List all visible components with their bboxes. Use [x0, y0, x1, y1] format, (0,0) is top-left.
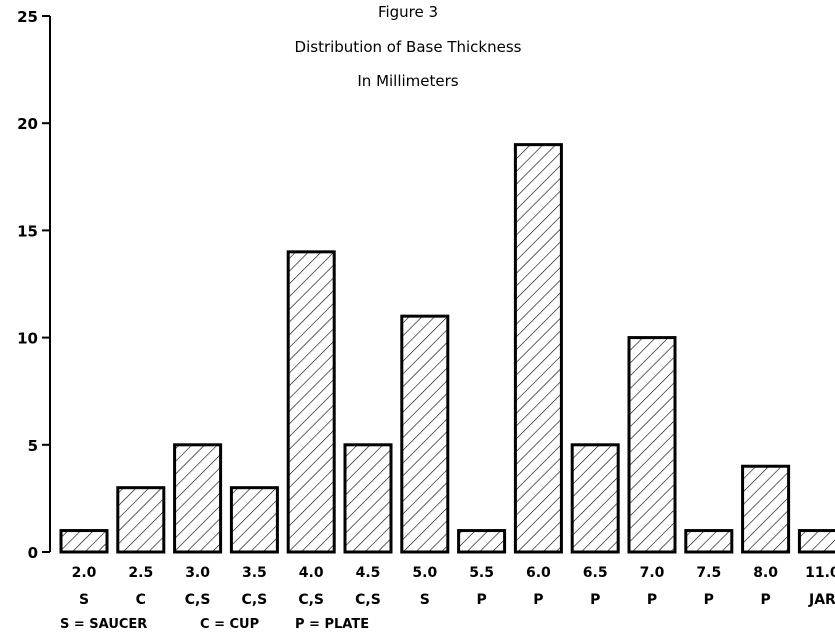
x-category-label: 7.5 — [696, 565, 721, 581]
chart-title-line-1: Figure 3 — [378, 3, 438, 21]
x-category-type-label: C,S — [355, 592, 381, 608]
x-category-type-label: P — [760, 592, 770, 608]
x-category-label: 2.5 — [128, 565, 153, 581]
bar — [286, 250, 336, 554]
x-category-label: 6.5 — [583, 565, 608, 581]
x-category-type-label: P — [533, 592, 543, 608]
x-category-type-label: S — [79, 592, 89, 608]
y-tick-label: 15 — [17, 222, 38, 240]
x-category-type-label: C,S — [185, 592, 211, 608]
bar — [400, 314, 450, 554]
x-category-type-label: P — [704, 592, 714, 608]
x-category-type-label: P — [590, 592, 600, 608]
x-category-type-label: P — [476, 592, 486, 608]
x-category-type-label: JAR — [808, 592, 835, 608]
y-tick-label: 25 — [17, 8, 38, 26]
x-category-label: 6.0 — [526, 565, 551, 581]
bar — [59, 529, 109, 554]
bar — [741, 464, 791, 554]
chart-title-line-3: In Millimeters — [357, 72, 458, 90]
bar — [684, 529, 734, 554]
bar — [570, 443, 620, 554]
y-tick-label: 0 — [28, 544, 38, 562]
x-category-type-label: C,S — [242, 592, 268, 608]
chart-title: Figure 3 Distribution of Base Thickness … — [295, 3, 522, 90]
x-category-label: 4.5 — [356, 565, 381, 581]
bar — [797, 529, 835, 554]
y-axis-ticks: 0 5 10 15 20 25 — [17, 8, 50, 562]
x-category-label: 7.0 — [640, 565, 665, 581]
x-axis-labels: 2.0 S 2.5 C 3.0 C,S 3.5 C,S 4.0 C,S 4.5 C,S 5.0 S 5.5 P… — [72, 565, 835, 608]
x-category-label: 3.0 — [185, 565, 210, 581]
legend-plate: P = PLATE — [295, 617, 369, 632]
bar — [173, 443, 223, 554]
y-tick-label: 5 — [28, 437, 38, 455]
y-tick-label: 10 — [17, 330, 38, 348]
bar — [627, 336, 677, 554]
legend: S = SAUCER C = CUP P = PLATE — [60, 617, 369, 632]
x-category-label: 8.0 — [753, 565, 778, 581]
x-category-label: 11.0 — [805, 565, 835, 581]
x-category-type-label: C,S — [298, 592, 324, 608]
x-category-label: 5.0 — [412, 565, 437, 581]
chart-title-line-2: Distribution of Base Thickness — [295, 38, 522, 56]
bars — [59, 143, 835, 554]
x-category-label: 5.5 — [469, 565, 494, 581]
y-tick-label: 20 — [17, 115, 38, 133]
bar — [116, 486, 166, 554]
bar — [457, 529, 507, 554]
x-category-label: 3.5 — [242, 565, 267, 581]
x-category-label: 2.0 — [72, 565, 97, 581]
bar — [229, 486, 279, 554]
legend-saucer: S = SAUCER — [60, 617, 147, 632]
x-category-type-label: S — [420, 592, 430, 608]
x-category-type-label: P — [647, 592, 657, 608]
legend-cup: C = CUP — [200, 617, 259, 632]
bar — [343, 443, 393, 554]
x-category-type-label: C — [136, 592, 146, 608]
bar — [513, 143, 563, 554]
x-category-label: 4.0 — [299, 565, 324, 581]
